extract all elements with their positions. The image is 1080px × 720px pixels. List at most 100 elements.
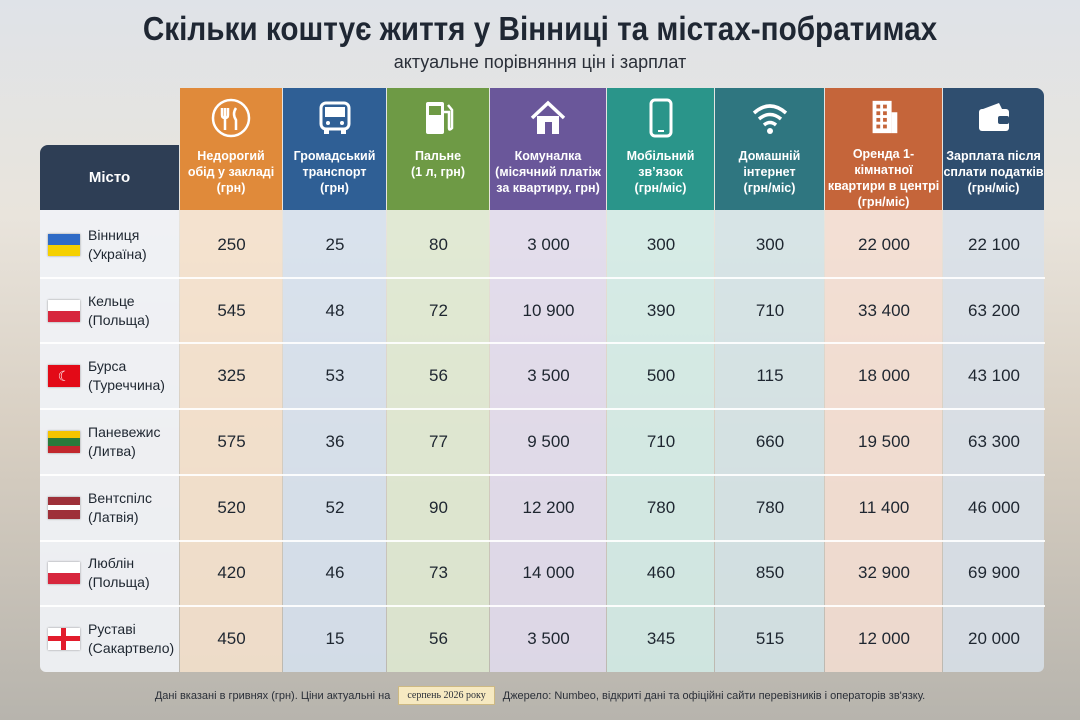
city: Паневежис (88, 423, 161, 440)
value-cell: 80 (429, 234, 448, 254)
value-cell: 520 (217, 497, 246, 517)
header-line: (грн/міс) (967, 181, 1020, 195)
value-cell: 3 500 (527, 629, 570, 649)
column-background (387, 210, 489, 672)
country: (Туреччина) (88, 377, 165, 394)
value-cell: 12 200 (522, 497, 575, 517)
header-line: транспорт (302, 165, 367, 179)
value-cell: 420 (217, 563, 246, 583)
value-cell: 500 (646, 366, 676, 386)
value-cell: 12 000 (858, 629, 910, 649)
header-line: за квартиру, грн) (496, 181, 600, 195)
city-cell: Вентспілс (Латвія) (88, 489, 180, 527)
column-icon (872, 100, 897, 134)
city-cell: Люблін (Польща) (88, 554, 180, 592)
column-icon (978, 103, 1009, 131)
value-cell: 43 100 (968, 366, 1020, 386)
value-cell: 63 200 (968, 300, 1020, 320)
column-icon (426, 102, 454, 134)
header-text: Домашній інтернет (грн/міс) (739, 148, 801, 196)
column-header: Домашній інтернет (грн/міс) (715, 88, 824, 210)
country: (Сакартвело) (88, 640, 175, 657)
column-background (607, 210, 714, 672)
header-line: Зарплата після (946, 149, 1041, 163)
header-line: Пальне (414, 149, 462, 163)
city: Вінниця (88, 226, 140, 243)
header-line: (місячний платіж (495, 165, 601, 179)
row-divider (40, 276, 1045, 279)
value-cell: 780 (646, 497, 676, 517)
column-header: Громадський транспорт (грн) (283, 88, 386, 210)
header-line: обід у закладі (187, 165, 275, 179)
header-line: Оренда 1-кімнатної (852, 147, 915, 177)
city: Люблін (88, 555, 135, 572)
value-cell: 11 400 (858, 497, 910, 517)
city-cell: Паневежис (Литва) (88, 423, 180, 461)
column-header: Недорогий обід у закладі (грн) (180, 88, 282, 210)
value-cell: 450 (217, 629, 246, 649)
header-line: (грн/міс) (857, 195, 910, 209)
row-divider (40, 539, 1045, 542)
value-cell: 72 (429, 300, 448, 320)
value-cell: 77 (429, 431, 448, 451)
value-cell: 20 000 (968, 629, 1020, 649)
city: Вентспілс (88, 489, 152, 506)
value-cell: 850 (755, 563, 785, 583)
column-header: Місто (40, 145, 179, 210)
header-line: квартири в центрі (827, 179, 940, 193)
column-background (715, 210, 824, 672)
header-text: Комуналка (місячний платіж за квартиру, гр… (495, 148, 601, 196)
value-cell: 460 (646, 563, 676, 583)
city: Кельце (88, 292, 135, 309)
footer-note: Дані вказані в гривнях (грн). Ціни актуа… (154, 689, 391, 702)
column-icon (649, 98, 672, 138)
city-cell: Вінниця (Україна) (88, 226, 180, 264)
city-cell: Кельце (Польща) (88, 292, 180, 330)
value-cell: 73 (429, 563, 448, 583)
value-cell: 22 100 (968, 234, 1020, 254)
header-line: Комуналка (514, 149, 582, 163)
column-icon (211, 98, 251, 138)
header-text: Місто (88, 168, 131, 186)
flag (48, 299, 80, 322)
city: Руставі (88, 621, 136, 638)
header-text: Зарплата після сплати податків (грн/міс) (943, 148, 1043, 196)
flag (48, 628, 80, 651)
row-divider (40, 342, 1045, 345)
footer: Дані вказані в гривнях (грн). Ціни актуа… (0, 686, 1080, 705)
value-cell: 545 (217, 300, 246, 320)
header-line: Громадський (293, 149, 376, 163)
title: Скільки коштує життя у Вінниці та містах… (142, 10, 938, 47)
footer-source: Джерело: Numbeo, відкриті дані та офіцій… (502, 689, 926, 702)
country: (Латвія) (88, 508, 139, 525)
flag (48, 496, 80, 519)
value-cell: 10 900 (522, 300, 575, 320)
value-cell: 46 000 (968, 497, 1020, 517)
value-cell: 345 (646, 629, 676, 649)
header-text: Громадський транспорт (грн) (294, 148, 376, 196)
header-text: Оренда 1-кімнатної квартири в центрі (грн/… (825, 146, 942, 210)
value-cell: 325 (217, 366, 246, 386)
header-line: інтернет (743, 165, 796, 179)
value-cell: 56 (429, 366, 448, 386)
column-icon (319, 101, 350, 134)
value-cell: 63 300 (968, 431, 1020, 451)
country: (Польща) (88, 574, 150, 591)
header-text: Мобільний зв’язок (грн/міс) (627, 148, 695, 196)
value-cell: 3 000 (527, 234, 570, 254)
column-background (283, 210, 386, 672)
value-cell: 710 (755, 300, 785, 320)
value-cell: 9 500 (527, 431, 570, 451)
column-background (943, 210, 1044, 672)
flag: ☾ (48, 365, 80, 388)
column-background (490, 210, 606, 672)
value-cell: 15 (325, 629, 345, 649)
country: (Литва) (88, 442, 136, 459)
value-cell: 660 (755, 431, 785, 451)
header-line: Місто (88, 168, 131, 186)
value-cell: 390 (646, 300, 676, 320)
value-cell: 32 900 (858, 563, 910, 583)
value-cell: 56 (429, 629, 448, 649)
value-cell: 19 500 (858, 431, 910, 451)
